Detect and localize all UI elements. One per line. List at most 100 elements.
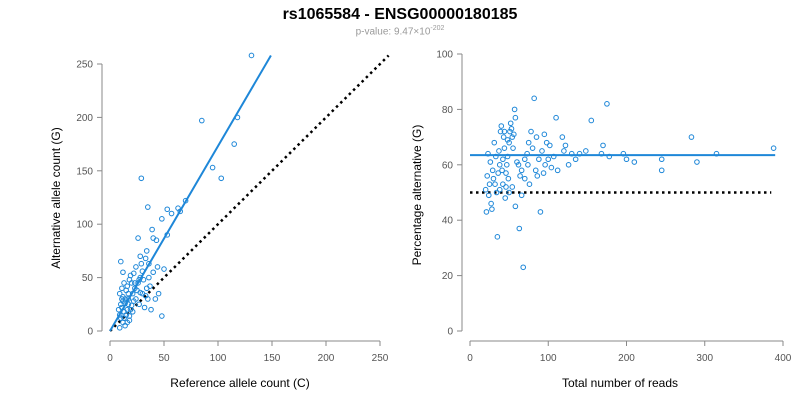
- data-point: [133, 296, 139, 302]
- data-point: [559, 134, 566, 140]
- data-point: [502, 195, 509, 201]
- data-point: [128, 302, 135, 309]
- data-point: [496, 186, 503, 193]
- data-point: [482, 186, 489, 193]
- data-point: [127, 272, 134, 279]
- y-tick-label: 0: [87, 327, 93, 338]
- data-point: [248, 52, 255, 59]
- data-point: [501, 128, 508, 135]
- x-tick-label: 300: [696, 353, 713, 364]
- data-point: [145, 204, 151, 210]
- data-point: [514, 159, 520, 165]
- y-tick-label: 80: [442, 105, 454, 116]
- data-point: [506, 189, 512, 196]
- y-axis-label: Percentage alternative (G): [410, 125, 424, 266]
- y-axis-label: Alternative allele count (G): [49, 127, 63, 268]
- data-point: [488, 200, 494, 207]
- data-point: [565, 162, 572, 168]
- data-point: [604, 101, 610, 107]
- data-point: [572, 156, 579, 163]
- data-point: [491, 139, 498, 146]
- data-point: [508, 125, 515, 132]
- data-point: [484, 173, 491, 179]
- data-point: [539, 148, 545, 154]
- data-point: [542, 162, 548, 168]
- data-point: [486, 181, 493, 187]
- data-point: [507, 128, 513, 135]
- data-point: [547, 142, 553, 149]
- p-value-exponent: -202: [430, 25, 445, 32]
- x-axis-label: Total number of reads: [562, 376, 678, 390]
- x-tick-label: 200: [318, 353, 335, 364]
- data-point: [658, 156, 665, 163]
- data-point: [504, 137, 511, 143]
- data-point: [543, 139, 550, 146]
- data-point: [588, 117, 595, 124]
- data-point: [149, 226, 155, 233]
- y-tick-label: 200: [76, 113, 93, 124]
- data-point: [500, 134, 507, 140]
- data-point: [496, 148, 502, 154]
- y-tick-label: 40: [442, 216, 454, 227]
- data-point: [487, 159, 494, 165]
- data-point: [135, 280, 141, 286]
- data-point: [495, 170, 501, 176]
- data-point: [492, 181, 498, 187]
- data-point: [512, 114, 519, 121]
- data-point: [694, 159, 700, 165]
- data-point: [541, 131, 548, 138]
- x-axis-label: Reference allele count (C): [170, 376, 309, 390]
- data-point: [150, 269, 156, 276]
- data-point: [209, 164, 216, 171]
- data-point: [135, 235, 141, 241]
- data-point: [688, 134, 695, 140]
- data-point: [521, 175, 528, 182]
- data-point: [526, 181, 533, 187]
- data-point: [528, 128, 534, 135]
- y-tick-label: 100: [436, 50, 453, 61]
- p-value-text: p-value: 9.47×10: [355, 26, 431, 38]
- chart-title: rs1065584 - ENSG00000180185: [282, 6, 518, 23]
- data-point: [517, 173, 523, 179]
- data-point: [143, 248, 150, 254]
- data-point: [509, 184, 516, 190]
- chart-panel-2: 0 100 200 300 400 0 20 40 60 80 100 Total number of…: [410, 50, 792, 391]
- y-tick-label: 60: [442, 160, 454, 171]
- data-point: [493, 189, 500, 196]
- data-point: [532, 167, 539, 174]
- data-point: [501, 145, 508, 151]
- data-point: [129, 308, 136, 315]
- data-point: [121, 315, 127, 321]
- y-tick-label: 150: [76, 166, 93, 177]
- data-point: [511, 106, 518, 113]
- y-tick-label: 50: [82, 273, 94, 284]
- data-point: [147, 283, 153, 289]
- data-point: [124, 306, 131, 313]
- x-tick-label: 100: [210, 353, 227, 364]
- data-point: [503, 162, 510, 168]
- data-point: [583, 148, 589, 154]
- x-tick-label: 400: [775, 353, 792, 364]
- data-point: [631, 159, 638, 165]
- data-point: [118, 301, 124, 308]
- x-tick-label: 0: [107, 353, 113, 364]
- data-point: [506, 139, 512, 146]
- y-tick-label: 100: [76, 220, 93, 231]
- data-point: [115, 306, 122, 313]
- x-tick-label: 250: [372, 353, 389, 364]
- data-point: [515, 162, 522, 168]
- data-point: [159, 313, 165, 319]
- data-point: [137, 253, 144, 260]
- data-point: [116, 324, 123, 331]
- data-point: [503, 170, 509, 176]
- data-point: [553, 114, 559, 121]
- data-point: [116, 290, 123, 297]
- data-point: [534, 173, 541, 179]
- y-tick-label: 20: [442, 271, 454, 282]
- data-point: [118, 258, 124, 265]
- data-point: [133, 264, 139, 270]
- data-point: [153, 237, 160, 244]
- data-point: [531, 95, 537, 102]
- data-point: [138, 260, 145, 267]
